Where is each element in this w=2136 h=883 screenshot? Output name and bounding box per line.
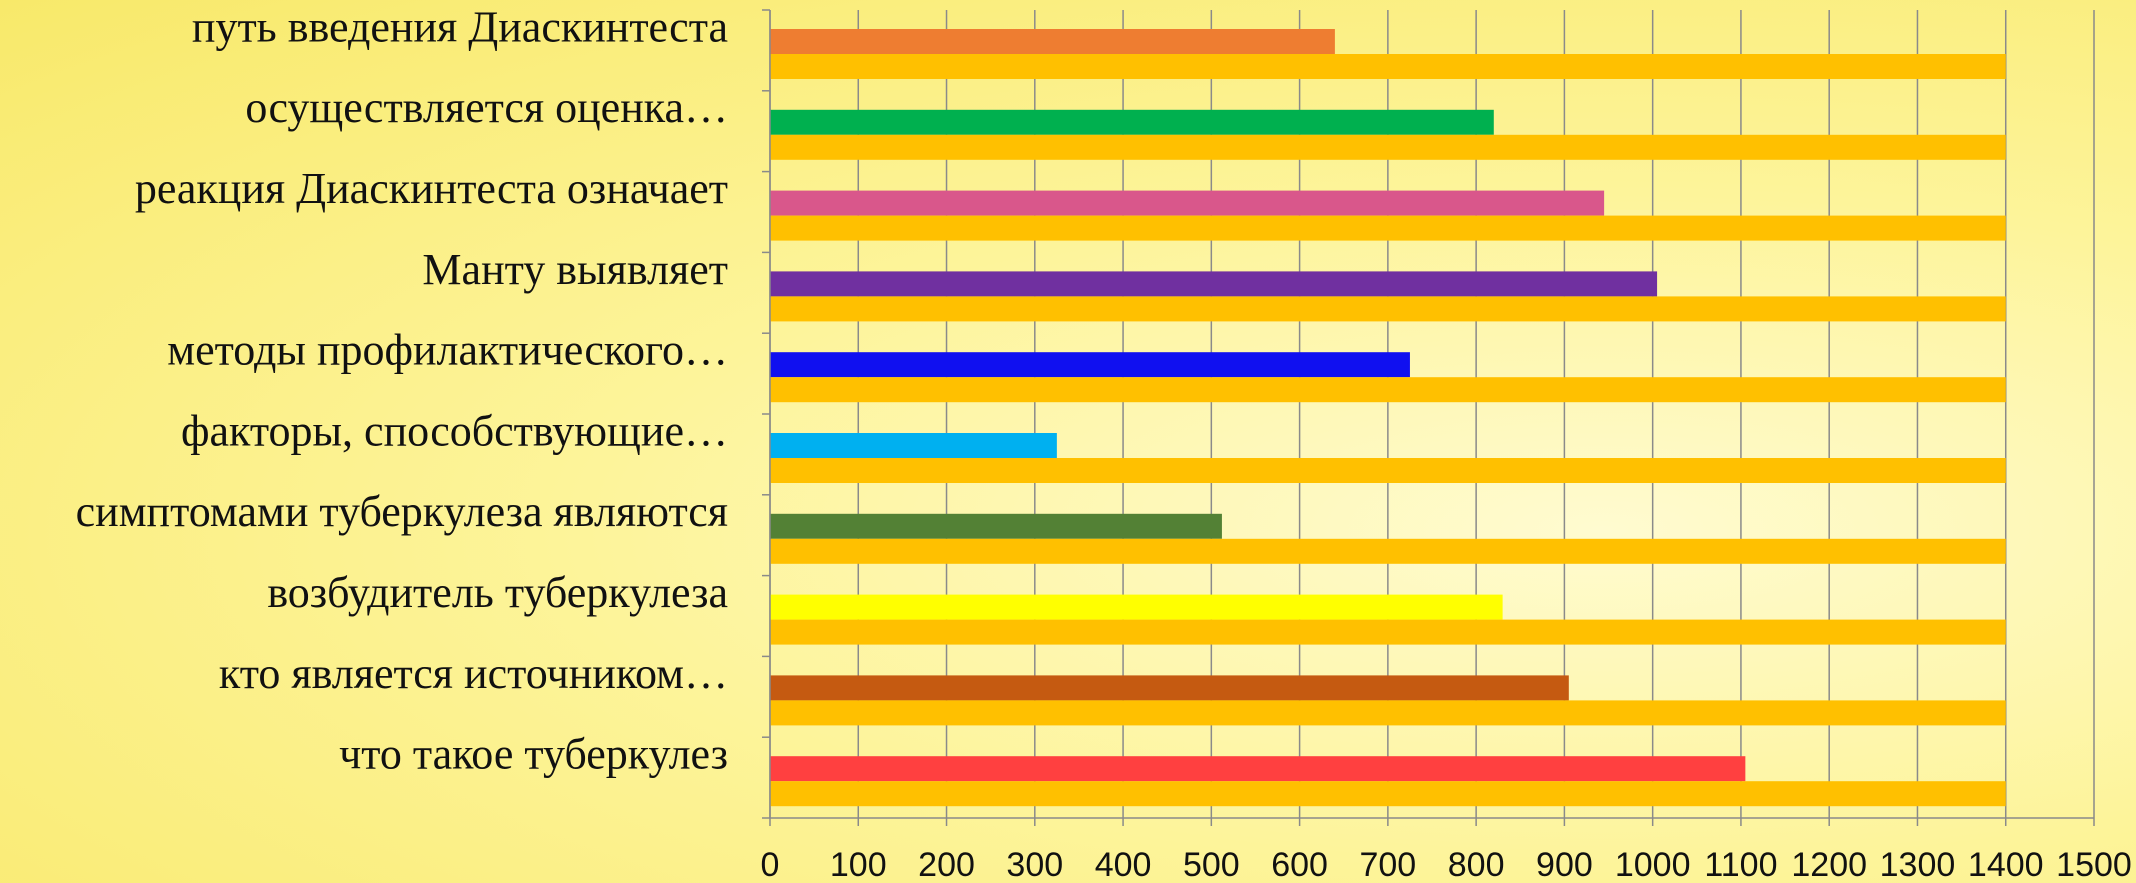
bar (770, 433, 1057, 458)
bar (770, 54, 2006, 79)
x-tick-label: 0 (761, 846, 780, 883)
bar (770, 538, 2006, 564)
bar (770, 781, 2006, 807)
category-label: осуществляется оценка… (245, 83, 728, 132)
axes (762, 9, 2095, 826)
x-tick-label: 800 (1448, 846, 1505, 883)
category-label: путь введения Диаскинтеста (192, 2, 728, 51)
x-tick-label: 500 (1183, 846, 1240, 883)
x-tick-labels: 0 100 200 300 400 500 600 700 800 900 1000 1100 1200… (761, 846, 2132, 883)
x-tick-label: 400 (1095, 846, 1152, 883)
bar (770, 700, 2006, 726)
bar (770, 271, 1658, 297)
bar (770, 619, 2006, 645)
x-tick-label: 600 (1271, 846, 1328, 883)
bar (770, 134, 2006, 160)
x-tick-label: 1200 (1791, 846, 1867, 883)
bar (770, 594, 1503, 620)
x-tick-label: 1500 (2056, 846, 2132, 883)
x-tick-label: 100 (830, 846, 887, 883)
category-labels: путь введения Диаскинтеста осуществляется… (76, 2, 728, 778)
bar (770, 190, 1605, 216)
x-tick-label: 1000 (1615, 846, 1691, 883)
bar (770, 215, 2006, 241)
category-label: симптомами туберкулеза являются (76, 487, 728, 536)
bar (770, 675, 1569, 701)
category-label: факторы, способствующие… (181, 406, 728, 455)
category-label: реакция Диаскинтеста означает (135, 164, 728, 213)
bar (770, 296, 2006, 322)
x-tick-label: 300 (1006, 846, 1063, 883)
x-tick-label: 200 (918, 846, 975, 883)
bar (770, 29, 1335, 54)
bar (770, 458, 2006, 483)
category-label: возбудитель туберкулеза (267, 568, 728, 617)
bar (770, 513, 1222, 539)
bars (770, 29, 2006, 807)
category-label: кто является источником… (219, 649, 728, 698)
bar (770, 109, 1494, 135)
category-label: что такое туберкулез (339, 730, 728, 779)
x-tick-label: 900 (1536, 846, 1593, 883)
bar (770, 756, 1746, 782)
bar (770, 377, 2006, 403)
x-tick-label: 700 (1359, 846, 1416, 883)
category-label: методы профилактического… (167, 326, 728, 375)
bar (770, 352, 1410, 378)
x-tick-label: 1100 (1704, 846, 1777, 883)
x-tick-label: 1300 (1880, 846, 1956, 883)
category-label: Манту выявляет (422, 245, 728, 294)
x-tick-label: 1400 (1968, 846, 2044, 883)
